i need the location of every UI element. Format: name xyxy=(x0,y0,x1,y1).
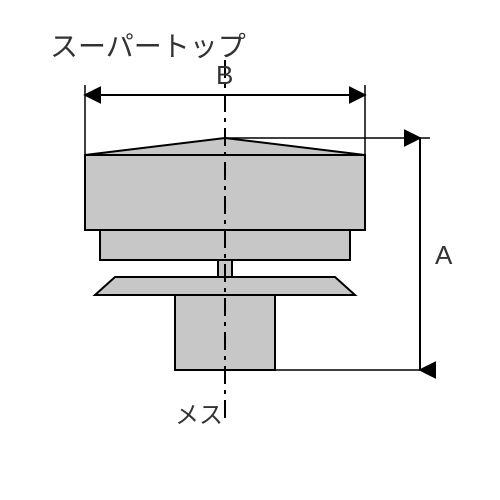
diagram-title: スーパートップ xyxy=(50,25,246,65)
dim-a-label: A xyxy=(435,240,452,271)
dim-b-label: B xyxy=(216,60,233,91)
cap-top xyxy=(85,138,365,230)
caption: メス xyxy=(175,395,223,430)
